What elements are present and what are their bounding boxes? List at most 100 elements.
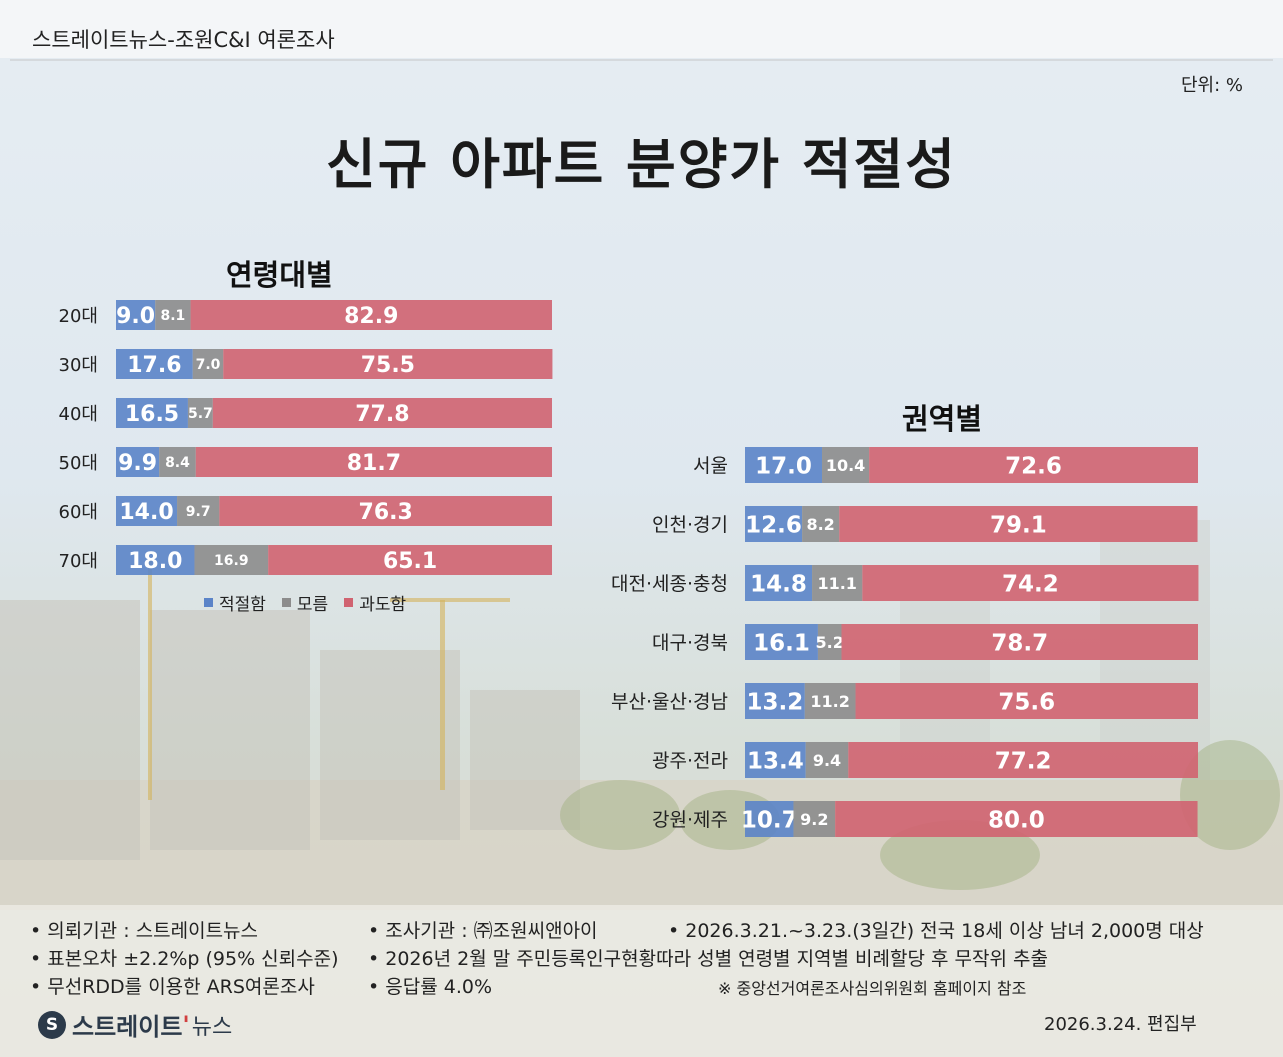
brand-logo: S 스트레이트 ' 뉴스 bbox=[38, 1007, 232, 1042]
bar-segment-excessive bbox=[190, 300, 552, 330]
data-label: 72.6 bbox=[1005, 453, 1062, 479]
data-label: 7.0 bbox=[196, 357, 221, 373]
publish-date: 2026.3.24. 편집부 bbox=[1044, 1014, 1197, 1035]
legend-label: 모름 bbox=[296, 595, 329, 615]
category-label: 대전·세종·충청 bbox=[611, 573, 728, 595]
bar-segment-excessive bbox=[848, 742, 1198, 778]
footer-period: • 2026.3.21.~3.23.(3일간) 전국 18세 이상 남녀 2,0… bbox=[668, 920, 1204, 942]
data-label: 65.1 bbox=[383, 549, 437, 574]
data-label: 17.0 bbox=[755, 453, 812, 479]
category-label: 광주·전라 bbox=[652, 750, 728, 772]
bar-segment-unknown bbox=[192, 349, 224, 379]
data-label: 82.9 bbox=[344, 304, 398, 329]
data-label: 11.1 bbox=[817, 574, 856, 593]
data-label: 8.4 bbox=[165, 455, 190, 471]
data-label: 16.1 bbox=[753, 630, 810, 656]
top-bar bbox=[0, 0, 1283, 58]
bar-segment-excessive bbox=[835, 801, 1198, 837]
data-label: 75.6 bbox=[998, 689, 1055, 715]
data-label: 5.7 bbox=[188, 406, 213, 422]
data-label: 11.2 bbox=[810, 692, 849, 711]
footer-note: ※ 중앙선거여론조사심의위원회 홈페이지 참조 bbox=[718, 979, 1027, 998]
footer-method: • 무선RDD를 이용한 ARS여론조사 bbox=[30, 976, 315, 998]
data-label: 78.7 bbox=[991, 630, 1048, 656]
data-label: 16.5 bbox=[125, 402, 179, 427]
footer-sampling: • 2026년 2월 말 주민등록인구현황따라 성별 연령별 지역별 비례할당 … bbox=[368, 948, 1048, 970]
legend-swatch-unknown bbox=[281, 598, 291, 607]
category-label: 부산·울산·경남 bbox=[611, 691, 728, 713]
bar-segment-appropriate bbox=[116, 447, 160, 477]
bar-segment-unknown bbox=[187, 398, 213, 428]
category-label: 60대 bbox=[59, 502, 98, 523]
data-label: 17.6 bbox=[127, 353, 181, 378]
bar-segment-appropriate bbox=[745, 565, 813, 601]
data-label: 79.1 bbox=[990, 512, 1047, 538]
bar-segment-appropriate bbox=[116, 398, 188, 428]
logo-text: 스트레이트 bbox=[72, 1013, 183, 1041]
legend-item-unknown: 모름 bbox=[281, 590, 329, 615]
bar-segment-appropriate bbox=[116, 300, 156, 330]
legend-swatch-appropriate bbox=[204, 598, 213, 607]
data-label: 13.2 bbox=[747, 689, 804, 715]
unit-label: 단위: % bbox=[1180, 75, 1243, 96]
bar-segment-excessive bbox=[862, 565, 1199, 601]
data-label: 9.7 bbox=[186, 504, 211, 520]
data-label: 9.9 bbox=[118, 451, 157, 476]
bar-segment-unknown bbox=[812, 565, 863, 601]
category-label: 인천·경기 bbox=[652, 514, 728, 536]
logo-sub-text: 뉴스 bbox=[191, 1014, 233, 1040]
data-label: 12.6 bbox=[745, 512, 802, 538]
footer-panel bbox=[0, 905, 1283, 1057]
data-label: 16.9 bbox=[214, 553, 249, 569]
background-building bbox=[470, 690, 580, 830]
bar-segment-excessive bbox=[219, 496, 552, 526]
data-label: 9.2 bbox=[800, 810, 828, 829]
background-building bbox=[0, 600, 140, 860]
bar-segment-appropriate bbox=[745, 801, 794, 837]
bar-segment-excessive bbox=[212, 398, 553, 428]
data-label: 74.2 bbox=[1002, 571, 1059, 597]
data-label: 8.1 bbox=[160, 308, 185, 324]
background-tree bbox=[560, 780, 680, 850]
legend-swatch-excessive bbox=[344, 598, 354, 607]
legend-label: 적절함 bbox=[219, 595, 266, 615]
bar-segment-excessive bbox=[841, 624, 1198, 660]
legend-label: 과도함 bbox=[359, 595, 407, 615]
category-label: 70대 bbox=[59, 551, 98, 572]
region-stacked-bar-chart: 서울 17.0 10.4 72.6 인천·경기 12.6 8.2 79.1 대전·세종·충청 14… bbox=[611, 447, 1199, 837]
background-crane bbox=[148, 560, 152, 800]
data-label: 10.7 bbox=[741, 807, 798, 833]
bar-segment-excessive bbox=[223, 349, 553, 379]
legend-item-excessive: 과도함 bbox=[344, 590, 406, 615]
data-label: 5.2 bbox=[816, 633, 844, 652]
data-label: 14.8 bbox=[750, 571, 807, 597]
data-label: 75.5 bbox=[361, 353, 415, 378]
chart-legend: 적절함 모름 과도함 bbox=[204, 590, 406, 615]
data-label: 14.0 bbox=[119, 500, 173, 525]
legend-item-appropriate: 적절함 bbox=[204, 590, 266, 615]
bar-segment-excessive bbox=[195, 447, 552, 477]
bar-segment-excessive bbox=[839, 506, 1198, 542]
data-label: 77.2 bbox=[995, 748, 1052, 774]
bar-segment-appropriate bbox=[745, 683, 805, 719]
data-label: 9.4 bbox=[813, 751, 841, 770]
data-label: 80.0 bbox=[988, 807, 1045, 833]
bar-segment-unknown bbox=[804, 683, 856, 719]
data-label: 77.8 bbox=[355, 402, 409, 427]
bar-segment-unknown bbox=[159, 447, 196, 477]
logo-accent-icon: ' bbox=[182, 1010, 190, 1039]
data-label: 13.4 bbox=[747, 748, 804, 774]
page-title: 신규 아파트 분양가 적절성 bbox=[326, 133, 957, 196]
footer-agency: • 조사기관 : ㈜조원씨앤아이 bbox=[368, 920, 598, 942]
background-crane bbox=[440, 600, 445, 790]
data-label: 81.7 bbox=[347, 451, 401, 476]
bar-segment-unknown bbox=[822, 447, 870, 483]
data-label: 9.0 bbox=[116, 304, 155, 329]
bar-segment-unknown bbox=[805, 742, 849, 778]
survey-source: 스트레이트뉴스-조원C&I 여론조사 bbox=[32, 28, 335, 52]
category-label: 대구·경북 bbox=[652, 632, 728, 654]
category-label: 50대 bbox=[59, 453, 98, 474]
bar-segment-appropriate bbox=[745, 742, 806, 778]
category-label: 서울 bbox=[693, 455, 728, 477]
